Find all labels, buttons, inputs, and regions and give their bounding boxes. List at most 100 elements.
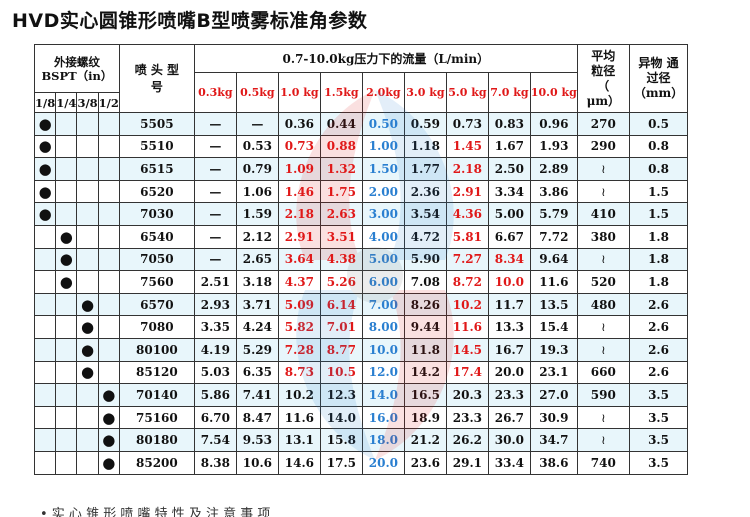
flow-cell: 2.50 [487,157,531,181]
thread-mark-cell: ● [33,157,57,181]
table-row: ● 85120 5.03 6.35 8.73 10.5 12.0 14.2 17.4 20.0 23… [33,360,689,385]
thread-header: 外接螺纹 BSPT（in） [34,44,120,93]
flow-cell: 3.64 [277,247,321,272]
flow-cell: 1.67 [487,134,531,159]
passage-cell: 2.6 [628,315,689,339]
thread-mark-cell [55,112,78,136]
flow-cell: 1.45 [445,134,489,159]
thread-mark-cell [97,179,120,204]
flow-cell: 3.86 [529,179,578,204]
thread-mark-cell: ● [76,337,99,362]
thread-mark-cell [55,157,78,181]
flow-cell: 6.35 [235,360,279,385]
table-row: ● 6520—1.06 1.46 1.75 2.00 2.36 2.91 3.34 3.86 ≀ 1… [33,179,689,204]
table-row: ● 7560 2.51 3.18 4.37 5.26 6.00 7.08 8.72 10.0 11.… [33,270,689,294]
thread-size-2: 3/8 [76,92,99,113]
flow-cell: 0.96 [529,112,578,136]
passage-cell: 2.6 [628,292,689,317]
flow-cell: 7.41 [235,383,279,407]
flow-cell: 30.0 [487,428,531,452]
thread-mark-cell [55,405,78,430]
thread-mark-cell [33,270,57,294]
flow-cell: 1.18 [403,134,447,159]
flow-cell: 0.53 [235,134,279,159]
thread-mark-cell [76,450,99,475]
flow-cell: 0.44 [319,112,363,136]
thread-mark-cell [76,383,99,407]
pressure-5: 3.0 kg [403,72,447,113]
model-cell: 6515 [118,157,195,181]
flow-cell: 2.89 [529,157,578,181]
passage-cell: 0.5 [628,112,689,136]
flow-cell: 38.6 [529,450,578,475]
thread-mark-cell [97,292,120,317]
flow-cell: 2.63 [319,202,363,226]
flow-cell: 4.36 [445,202,489,226]
flow-cell: 7.01 [319,315,363,339]
thread-mark-cell [55,360,78,385]
thread-mark-cell: ● [97,405,120,430]
flow-cell: 10.2 [445,292,489,317]
flow-cell: 1.77 [403,157,447,181]
passage-cell: 3.5 [628,450,689,475]
table-row: ● 70140 5.86 7.41 10.2 12.3 14.0 16.5 20.3 23.3 27… [33,383,689,407]
flow-cell: 12.3 [319,383,363,407]
thread-mark-cell [97,315,120,339]
passage-cell: 1.8 [628,270,689,294]
flow-cell: 2.91 [277,224,321,249]
model-cell: 7050 [118,247,195,272]
thread-mark-cell [33,360,57,385]
flow-cell: 23.6 [403,450,447,475]
flow-cell: — [193,247,237,272]
flow-cell: 6.67 [487,224,531,249]
flow-cell: 7.08 [403,270,447,294]
table-body: ● 5505— —0.36 0.44 0.50 0.59 0.73 0.83 0.96 270 0.… [33,112,689,475]
flow-cell: 26.2 [445,428,489,452]
thread-mark-cell [55,383,78,407]
flow-cell: — [193,112,237,136]
thread-mark-cell: ● [33,134,57,159]
flow-cell: 1.75 [319,179,363,204]
flow-cell: 2.65 [235,247,279,272]
thread-mark-cell [33,247,57,272]
flow-cell: 9.53 [235,428,279,452]
flow-cell: 14.5 [445,337,489,362]
footer-caption: • 实 心 锥 形 喷 嘴 特 性 及 注 意 事 项 [40,507,271,517]
flow-cell: — [193,202,237,226]
particle-cell: 660 [576,360,630,385]
pressure-1: 0.5kg [235,72,279,113]
particle-cell: ≀ [576,247,630,272]
spray-parameter-table: 外接螺纹 BSPT（in） 喷 头 型 号 0.7-10.0kg压力下的流量（L… [33,44,689,475]
model-cell: 7080 [118,315,195,339]
thread-mark-cell [33,405,57,430]
flow-cell: 4.19 [193,337,237,362]
passage-cell: 1.8 [628,247,689,272]
flow-cell: 7.28 [277,337,321,362]
thread-mark-cell [55,179,78,204]
pressure-7: 7.0 kg [487,72,531,113]
passage-cell: 3.5 [628,428,689,452]
flow-cell: 0.73 [277,134,321,159]
flow-cell: 8.00 [361,315,405,339]
thread-mark-cell [97,202,120,226]
thread-mark-cell [76,202,99,226]
flow-cell: — [235,112,279,136]
thread-mark-cell [97,112,120,136]
flow-cell: 3.18 [235,270,279,294]
pressure-2: 1.0 kg [277,72,321,113]
flow-cell: 5.82 [277,315,321,339]
thread-mark-cell: ● [55,247,78,272]
particle-cell: 410 [576,202,630,226]
particle-cell: ≀ [576,405,630,430]
thread-mark-cell [97,337,120,362]
flow-cell: 5.00 [361,247,405,272]
flow-cell: 1.06 [235,179,279,204]
flow-cell: 8.72 [445,270,489,294]
pressure-8: 10.0 kg [529,72,578,113]
flow-cell: 17.4 [445,360,489,385]
flow-header: 0.7-10.0kg压力下的流量（L/min） [193,44,578,73]
flow-cell: 20.3 [445,383,489,407]
thread-mark-cell [76,270,99,294]
flow-cell: 16.0 [361,405,405,430]
flow-cell: 8.47 [235,405,279,430]
